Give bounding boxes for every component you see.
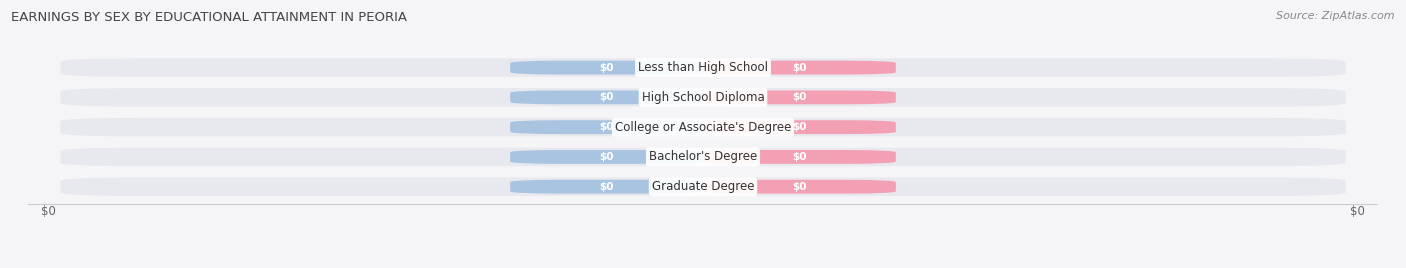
- Text: $0: $0: [599, 92, 614, 102]
- Text: $0: $0: [792, 122, 807, 132]
- FancyBboxPatch shape: [60, 118, 1346, 136]
- FancyBboxPatch shape: [60, 148, 1346, 166]
- Text: Graduate Degree: Graduate Degree: [652, 180, 754, 193]
- Text: $0: $0: [792, 182, 807, 192]
- FancyBboxPatch shape: [60, 58, 1346, 77]
- FancyBboxPatch shape: [510, 61, 703, 75]
- Text: $0: $0: [599, 182, 614, 192]
- Text: Bachelor's Degree: Bachelor's Degree: [650, 150, 756, 163]
- FancyBboxPatch shape: [60, 88, 1346, 107]
- Text: $0: $0: [792, 63, 807, 73]
- Text: $0: $0: [792, 92, 807, 102]
- Text: $0: $0: [599, 152, 614, 162]
- Text: $0: $0: [41, 205, 56, 218]
- FancyBboxPatch shape: [703, 180, 896, 193]
- Text: $0: $0: [599, 122, 614, 132]
- FancyBboxPatch shape: [60, 177, 1346, 196]
- Text: Source: ZipAtlas.com: Source: ZipAtlas.com: [1277, 11, 1395, 21]
- Text: Less than High School: Less than High School: [638, 61, 768, 74]
- FancyBboxPatch shape: [703, 61, 896, 75]
- Text: EARNINGS BY SEX BY EDUCATIONAL ATTAINMENT IN PEORIA: EARNINGS BY SEX BY EDUCATIONAL ATTAINMEN…: [11, 11, 408, 24]
- FancyBboxPatch shape: [510, 180, 703, 193]
- FancyBboxPatch shape: [510, 120, 703, 134]
- FancyBboxPatch shape: [510, 91, 703, 104]
- Text: $0: $0: [1350, 205, 1365, 218]
- FancyBboxPatch shape: [703, 150, 896, 164]
- FancyBboxPatch shape: [510, 150, 703, 164]
- Text: $0: $0: [792, 152, 807, 162]
- FancyBboxPatch shape: [703, 120, 896, 134]
- FancyBboxPatch shape: [703, 91, 896, 104]
- Text: High School Diploma: High School Diploma: [641, 91, 765, 104]
- Legend: Male, Female: Male, Female: [633, 263, 773, 268]
- Text: College or Associate's Degree: College or Associate's Degree: [614, 121, 792, 134]
- Text: $0: $0: [599, 63, 614, 73]
